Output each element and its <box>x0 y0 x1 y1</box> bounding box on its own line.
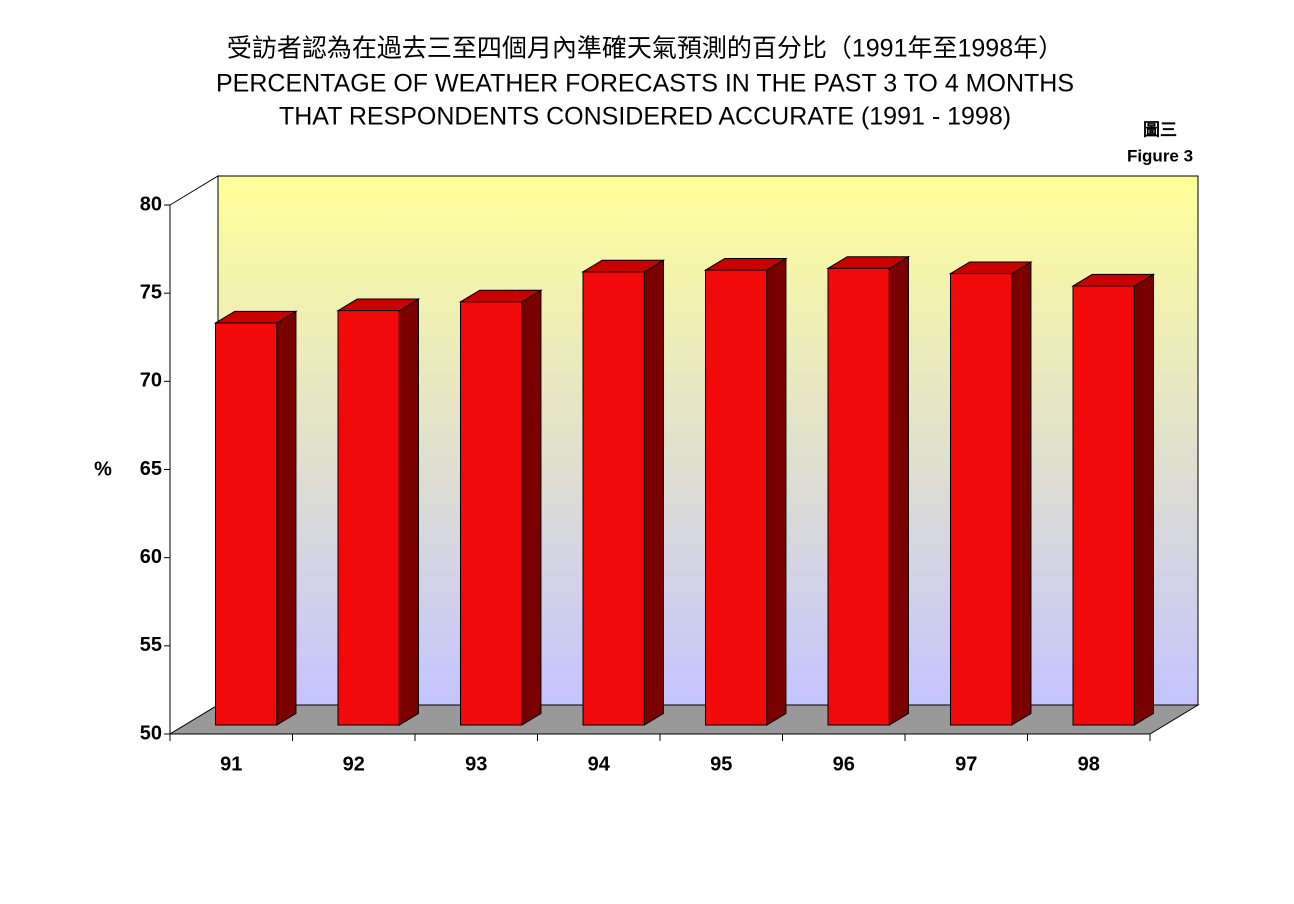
y-tick-label: 55 <box>140 634 162 656</box>
x-tick-label: 98 <box>1078 753 1100 775</box>
bar-side <box>521 289 542 726</box>
x-tick-label: 91 <box>220 753 242 775</box>
chart-title: 受訪者認為在過去三至四個月內準確天氣預測的百分比（1991年至1998年） <box>227 35 1063 63</box>
y-tick-label: 75 <box>140 281 162 303</box>
bar-side <box>398 298 419 726</box>
y-tick-label: 65 <box>140 458 162 480</box>
bar <box>705 269 768 726</box>
bar <box>827 267 890 726</box>
y-axis-label: % <box>94 458 112 480</box>
bar <box>1072 285 1135 726</box>
x-tick-label: 97 <box>955 753 977 775</box>
y-tick-label: 50 <box>140 722 162 744</box>
y-tick-label: 70 <box>140 370 162 392</box>
bar-side <box>888 255 909 726</box>
x-tick-label: 92 <box>343 753 365 775</box>
bar-side <box>643 259 664 726</box>
figure-label: Figure 3 <box>1127 146 1193 165</box>
bar-side <box>1011 261 1032 726</box>
side-wall <box>169 175 219 735</box>
bar <box>460 301 523 726</box>
y-tick-label: 80 <box>140 193 162 215</box>
x-tick-label: 96 <box>833 753 855 775</box>
bar-side <box>276 310 297 726</box>
figure-label: 圖三 <box>1143 120 1177 139</box>
chart-title: PERCENTAGE OF WEATHER FORECASTS IN THE P… <box>216 70 1074 98</box>
chart-title: THAT RESPONDENTS CONSIDERED ACCURATE (19… <box>279 103 1011 131</box>
bar-side <box>1133 273 1154 726</box>
bar-side <box>766 257 787 726</box>
x-tick-label: 93 <box>465 753 487 775</box>
y-tick-label: 60 <box>140 546 162 568</box>
bar <box>337 310 400 726</box>
bar <box>582 271 645 726</box>
bar <box>950 273 1013 726</box>
floor <box>168 704 1200 735</box>
x-tick-label: 94 <box>588 753 611 775</box>
bar <box>215 322 278 726</box>
x-tick-label: 95 <box>710 753 732 775</box>
